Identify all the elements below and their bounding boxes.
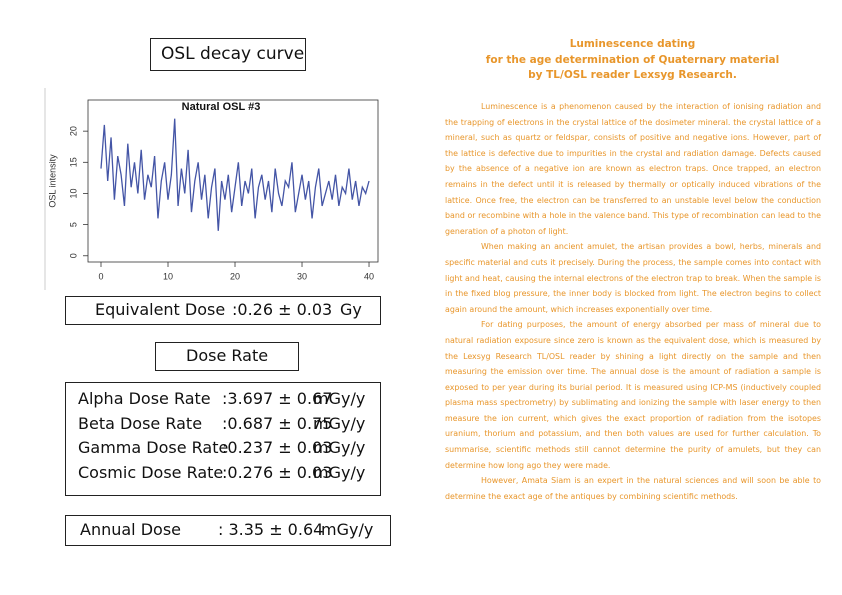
y-tick-label: 15 bbox=[68, 157, 78, 167]
paragraph: For dating purposes, the amount of energ… bbox=[445, 320, 821, 470]
osl-title: OSL decay curve bbox=[161, 44, 305, 64]
dose-rate-value: :0.237 ± 0.03 bbox=[222, 438, 333, 458]
annual-dose-box bbox=[65, 515, 391, 546]
y-tick-label: 0 bbox=[68, 253, 78, 258]
dose-rate-value: :0.276 ± 0.03 bbox=[222, 462, 333, 482]
dose-rate-label: Gamma Dose Rate bbox=[78, 438, 229, 458]
equivalent-dose-value: :0.26 ± 0.03 bbox=[232, 300, 333, 319]
dose-rate-title: Dose Rate bbox=[186, 346, 269, 365]
article-body: Luminescence is a phenomenon caused by t… bbox=[445, 99, 821, 504]
annual-dose-label: Annual Dose bbox=[80, 520, 181, 539]
y-tick-label: 5 bbox=[68, 222, 78, 227]
x-tick-label: 10 bbox=[163, 271, 173, 281]
x-tick-label: 40 bbox=[364, 271, 374, 281]
dose-rate-value: :0.687 ± 0.75 bbox=[222, 413, 333, 433]
y-tick-label: 10 bbox=[68, 188, 78, 198]
equivalent-dose-unit: Gy bbox=[340, 300, 362, 319]
dose-rate-unit: mGy/y bbox=[313, 389, 366, 408]
dose-rate-title-box bbox=[155, 342, 299, 371]
equivalent-dose-label: Equivalent Dose bbox=[95, 300, 226, 319]
dose-rate-value: :3.697 ± 0.67 bbox=[222, 389, 333, 408]
annual-dose-value: : 3.35 ± 0.64 bbox=[218, 520, 324, 539]
dose-rate-label: Beta Dose Rate bbox=[78, 413, 203, 433]
osl-title-box bbox=[150, 38, 306, 71]
dose-rate-label: Alpha Dose Rate bbox=[78, 389, 211, 408]
title-line: Luminescence dating bbox=[569, 38, 696, 50]
chart: 0 10 20 30 40 0 5 10 15 20 OSL intensity Natural OS… bbox=[44, 88, 379, 290]
equivalent-dose-box bbox=[65, 296, 381, 325]
title-line: by TL/OSL reader Lexsyg Research. bbox=[528, 69, 737, 81]
y-axis-label: OSL intensity bbox=[47, 154, 57, 208]
plot-frame bbox=[87, 99, 379, 263]
x-tick-label: 20 bbox=[230, 271, 240, 281]
y-tick-label: 20 bbox=[68, 126, 78, 136]
paragraph: However, Amata Siam is an expert in the … bbox=[445, 476, 821, 501]
title-line: for the age determination of Quaternary … bbox=[485, 53, 780, 66]
paragraph: Luminescence is a phenomenon caused by t… bbox=[445, 102, 821, 236]
dose-rate-unit: mGy/y bbox=[313, 462, 366, 482]
chart-title: Natural OSL #3 bbox=[182, 101, 261, 113]
data-line bbox=[100, 118, 370, 231]
dose-rate-unit: mGy/y bbox=[313, 438, 366, 458]
paragraph: When making an ancient amulet, the artis… bbox=[445, 242, 821, 314]
dose-rate-unit: mGy/y bbox=[313, 413, 366, 433]
dose-rate-label: Cosmic Dose Rate bbox=[78, 462, 224, 482]
article-title: Luminescence dating for the age determina… bbox=[440, 37, 825, 84]
dose-rate-table bbox=[65, 382, 381, 496]
x-tick-label: 0 bbox=[98, 271, 103, 281]
x-tick-label: 30 bbox=[297, 271, 307, 281]
annual-dose-unit: mGy/y bbox=[321, 520, 374, 539]
